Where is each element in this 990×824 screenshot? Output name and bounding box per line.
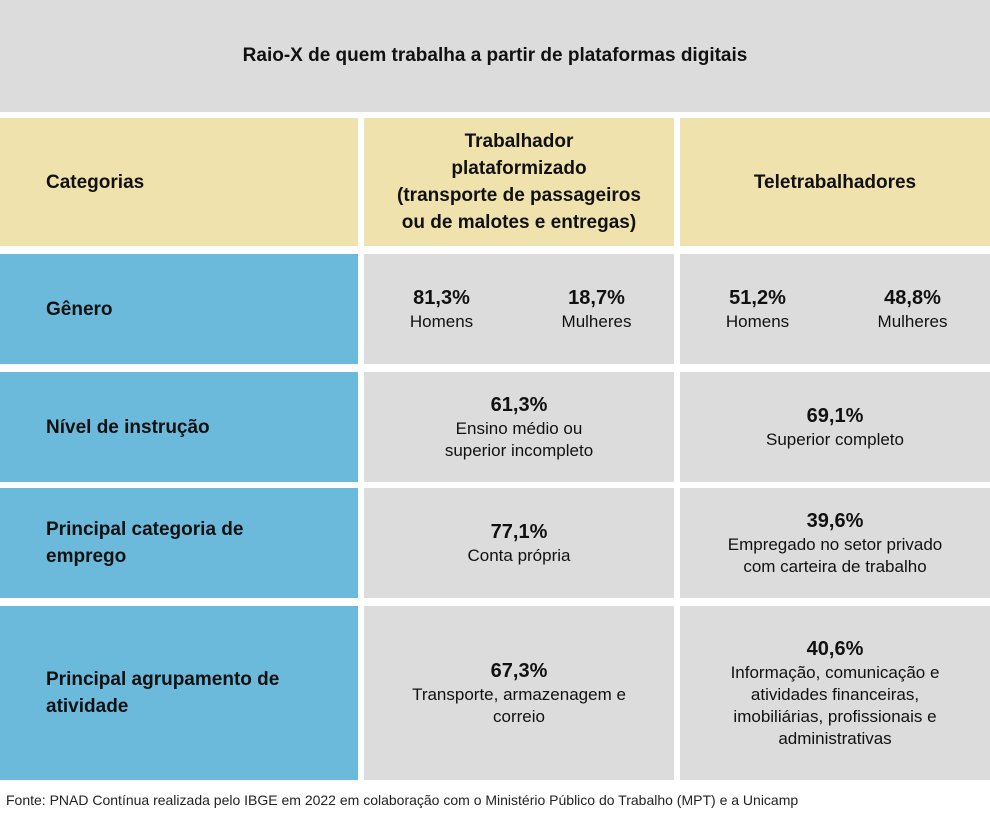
value-label: Mulheres — [877, 312, 948, 331]
category-activity: Principal agrupamento de atividade — [0, 606, 358, 780]
header-teleworkers: Teletrabalhadores — [680, 118, 990, 246]
value-cell: 67,3% Transporte, armazenagem e correio — [364, 606, 674, 780]
percent-value: 77,1% — [490, 521, 548, 543]
percent-value: 69,1% — [806, 405, 864, 427]
table-title: Raio-X de quem trabalha a partir de plat… — [0, 0, 990, 112]
value-cell: 40,6% Informação, comunicação e atividad… — [680, 606, 990, 780]
category-label: Gênero — [46, 298, 113, 320]
header-categories: Categorias — [0, 118, 358, 246]
percent-value: 51,2% — [729, 287, 786, 309]
value-label: com carteira de trabalho — [743, 557, 927, 576]
value-label: Transporte, armazenagem e — [412, 685, 626, 704]
value-label: Empregado no setor privado — [727, 535, 943, 554]
percent-value: 18,7% — [568, 287, 625, 309]
header-col1-line: ou de malotes e entregas) — [401, 212, 637, 233]
value-label: Informação, comunicação e — [730, 663, 940, 682]
category-label-line: Principal agrupamento de — [46, 669, 280, 690]
header-col1-line: plataformizado — [451, 158, 587, 179]
percent-value: 67,3% — [490, 660, 548, 682]
category-label-line: Principal categoria de — [46, 519, 244, 540]
header-col2-label: Teletrabalhadores — [753, 171, 917, 193]
value-label: imobiliárias, profissionais e — [733, 707, 937, 726]
value-cell: 77,1% Conta própria — [364, 488, 674, 598]
value-label: superior incompleto — [444, 441, 594, 460]
value-cell: 39,6% Empregado no setor privado com car… — [680, 488, 990, 598]
percent-value: 40,6% — [806, 638, 864, 660]
value-label: correio — [493, 707, 545, 726]
header-col1-line: (transporte de passageiros — [397, 185, 641, 206]
value-cell: 81,3% Homens 18,7% Mulheres — [364, 254, 674, 364]
value-label: Superior completo — [766, 430, 904, 449]
percent-value: 48,8% — [884, 287, 941, 309]
percent-value: 81,3% — [413, 287, 470, 309]
value-label: Mulheres — [561, 312, 632, 331]
percent-value: 39,6% — [806, 510, 864, 532]
value-label: administrativas — [778, 729, 892, 748]
category-employment: Principal categoria de emprego — [0, 488, 358, 598]
category-label-line: emprego — [46, 546, 127, 567]
header-categories-label: Categorias — [46, 171, 145, 193]
header-col1-line: Trabalhador — [464, 131, 574, 152]
value-cell: 61,3% Ensino médio ou superior incomplet… — [364, 372, 674, 482]
value-cell: 69,1% Superior completo — [680, 372, 990, 482]
value-label: Homens — [725, 312, 790, 331]
category-gender: Gênero — [0, 254, 358, 364]
value-label: atividades financeiras, — [750, 685, 920, 704]
source-note: Fonte: PNAD Contínua realizada pelo IBGE… — [6, 792, 798, 808]
header-platform-worker: Trabalhador plataformizado (transporte d… — [364, 118, 674, 246]
source-note-text: Fonte: PNAD Contínua realizada pelo IBGE… — [6, 792, 799, 808]
value-label: Conta própria — [467, 546, 571, 565]
category-label-line: atividade — [46, 696, 129, 717]
value-label: Homens — [409, 312, 474, 331]
value-cell: 51,2% Homens 48,8% Mulheres — [680, 254, 990, 364]
percent-value: 61,3% — [490, 394, 548, 416]
category-education: Nível de instrução — [0, 372, 358, 482]
category-label: Nível de instrução — [46, 416, 210, 438]
value-label: Ensino médio ou — [455, 419, 583, 438]
title-text: Raio-X de quem trabalha a partir de plat… — [242, 45, 748, 66]
